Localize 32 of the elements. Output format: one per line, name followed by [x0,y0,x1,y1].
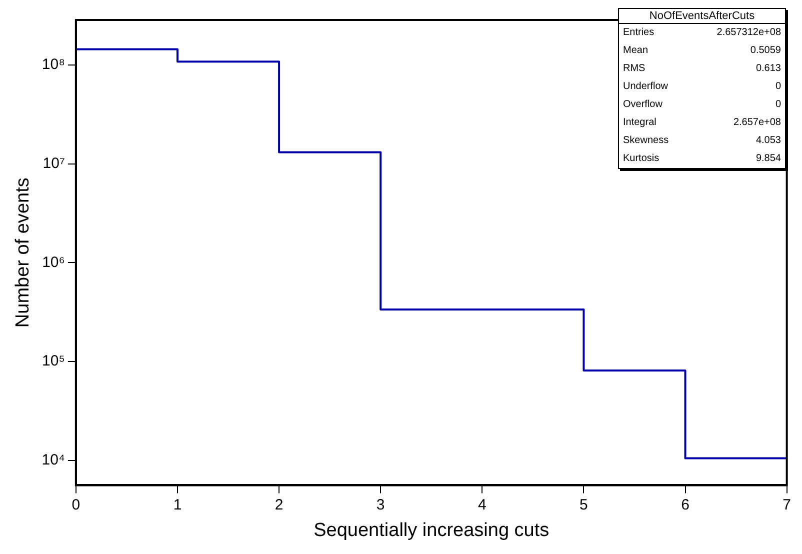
annotation: 0 [775,80,781,94]
x-tick-label: 6 [681,496,690,514]
x-tick-label: 5 [580,496,588,514]
annotation: 9.854 [756,152,781,166]
y-axis-title: Number of events [12,178,34,328]
annotation: Kurtosis [623,152,660,166]
x-tick-label: 0 [72,496,80,514]
y-tick-label: 10⁸ [42,56,65,74]
annotation: 0 [775,98,781,112]
annotation: 0.5059 [750,44,781,58]
y-tick-label: 10⁴ [42,451,65,468]
x-tick-label: 3 [376,496,385,514]
x-tick-label: 2 [274,496,284,514]
x-tick-label: 7 [782,496,791,514]
x-tick-label: 1 [173,496,182,514]
annotation: Entries [623,26,654,40]
y-tick-label: 10⁷ [42,154,65,172]
annotation: 0.613 [756,62,781,76]
annotation: NoOfEventsAfterCuts [619,9,785,24]
annotation: RMS [623,62,646,76]
annotation: 2.657e+08 [733,116,781,130]
y-tick-label: 10⁶ [42,254,65,271]
annotation: Overflow [623,98,662,112]
annotation: Underflow [623,80,668,94]
x-axis-title: Sequentially increasing cuts [314,520,550,541]
x-tick-label: 4 [478,496,486,514]
annotation: Skewness [623,134,669,148]
annotation: 4.053 [756,134,781,148]
y-tick-label: 10⁵ [42,352,65,370]
annotation: Mean [623,44,648,58]
annotation: Integral [623,116,656,130]
annotation: 2.657312e+08 [716,26,781,40]
